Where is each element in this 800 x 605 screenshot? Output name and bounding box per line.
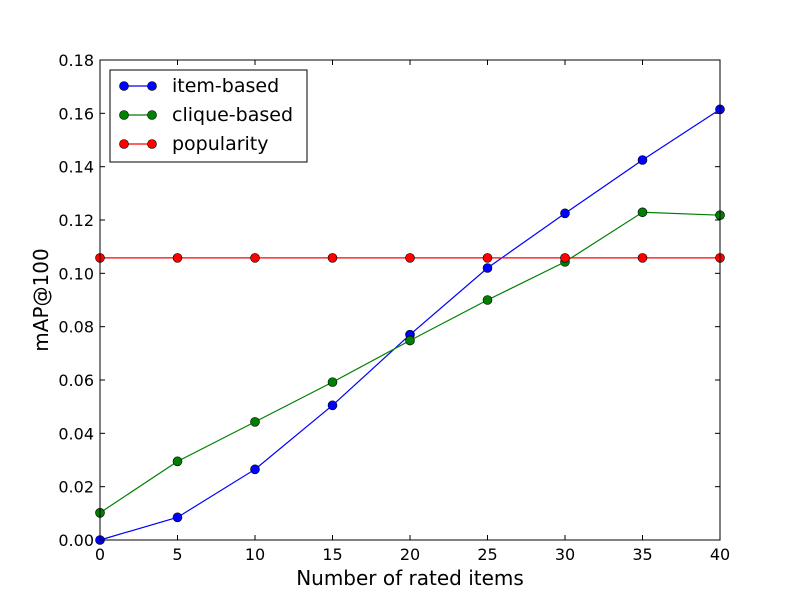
x-tick-label: 15 xyxy=(322,545,342,564)
data-point-popularity xyxy=(172,253,183,263)
x-tick-label: 5 xyxy=(172,545,182,564)
x-axis-label: Number of rated items xyxy=(296,566,524,590)
x-tick-label: 25 xyxy=(477,545,497,564)
data-point-clique-based xyxy=(637,207,648,218)
y-tick-label: 0.00 xyxy=(58,531,94,550)
y-tick-label: 0.08 xyxy=(58,318,94,337)
x-tick-label: 35 xyxy=(632,545,652,564)
y-tick-label: 0.06 xyxy=(58,371,94,390)
data-point-popularity xyxy=(250,253,260,263)
x-tick-label: 30 xyxy=(555,545,575,564)
data-point-popularity xyxy=(405,253,415,263)
data-point-item-based xyxy=(327,400,338,411)
data-point-clique-based xyxy=(327,377,338,387)
data-point-clique-based xyxy=(405,335,415,346)
y-tick-label: 0.10 xyxy=(58,264,94,283)
legend-box xyxy=(109,69,308,163)
data-point-popularity xyxy=(560,253,570,263)
legend: item-based clique-based popularity xyxy=(109,69,308,163)
data-point-item-based xyxy=(560,208,570,219)
y-tick-label: 0.18 xyxy=(58,51,94,70)
legend-marker xyxy=(119,110,129,120)
x-tick-label: 0 xyxy=(95,545,105,564)
y-tick-label: 0.16 xyxy=(58,104,94,123)
legend-marker xyxy=(119,81,129,91)
y-tick-label: 0.12 xyxy=(58,211,94,230)
data-point-popularity xyxy=(482,253,493,263)
x-tick-label: 10 xyxy=(245,545,265,564)
legend-marker xyxy=(147,139,157,149)
legend-marker xyxy=(147,110,157,120)
legend-marker xyxy=(147,81,157,91)
legend-label: popularity xyxy=(172,133,269,155)
data-point-clique-based xyxy=(250,417,260,427)
data-point-item-based xyxy=(637,155,648,165)
data-point-item-based xyxy=(250,464,260,475)
x-tick-label: 40 xyxy=(710,545,730,564)
y-axis-label: mAP@100 xyxy=(29,248,53,351)
data-point-item-based xyxy=(482,263,493,273)
legend-marker xyxy=(119,139,129,149)
legend-label: clique-based xyxy=(172,104,293,126)
x-tick-label: 20 xyxy=(400,545,420,564)
data-point-clique-based xyxy=(172,456,183,467)
data-point-popularity xyxy=(327,253,338,263)
data-point-popularity xyxy=(637,253,648,263)
tick-layer: 0 5 10 15 20 25 30 35 40 0.00 0.02 0.04 0.06 0.08 0.10… xyxy=(58,51,730,564)
y-tick-label: 0.04 xyxy=(58,424,94,443)
plot-frame xyxy=(99,59,721,541)
data-point-clique-based xyxy=(482,295,493,305)
y-tick-label: 0.14 xyxy=(58,158,94,177)
y-tick-label: 0.02 xyxy=(58,478,94,497)
data-point-item-based xyxy=(172,512,183,523)
legend-label: item-based xyxy=(172,75,279,97)
